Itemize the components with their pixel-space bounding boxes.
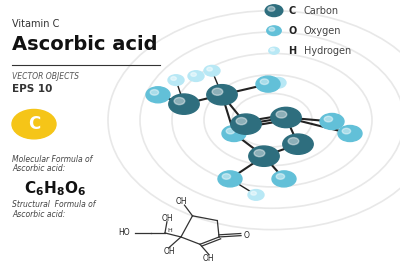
Text: EPS 10: EPS 10 bbox=[12, 84, 52, 94]
Circle shape bbox=[251, 191, 256, 195]
Circle shape bbox=[254, 150, 265, 157]
Circle shape bbox=[248, 190, 264, 200]
Circle shape bbox=[207, 67, 212, 71]
Circle shape bbox=[256, 76, 280, 92]
Text: OH: OH bbox=[176, 197, 187, 206]
Circle shape bbox=[338, 125, 362, 142]
Circle shape bbox=[150, 90, 159, 95]
Circle shape bbox=[342, 128, 350, 134]
Text: H: H bbox=[288, 46, 296, 56]
Circle shape bbox=[222, 174, 230, 179]
Circle shape bbox=[271, 107, 301, 128]
Text: Hydrogen: Hydrogen bbox=[304, 46, 351, 56]
Text: Oxygen: Oxygen bbox=[304, 26, 342, 36]
Circle shape bbox=[231, 114, 261, 134]
Circle shape bbox=[276, 174, 284, 179]
Text: C: C bbox=[28, 115, 40, 133]
Circle shape bbox=[272, 171, 296, 187]
Circle shape bbox=[212, 88, 223, 95]
Circle shape bbox=[12, 109, 56, 139]
Circle shape bbox=[269, 47, 279, 54]
Circle shape bbox=[270, 48, 274, 51]
Text: VECTOR OBJECTS: VECTOR OBJECTS bbox=[12, 72, 79, 81]
Circle shape bbox=[222, 125, 246, 142]
Text: Ascorbic acid: Ascorbic acid bbox=[12, 35, 158, 54]
Text: HO: HO bbox=[118, 229, 130, 237]
Text: Carbon: Carbon bbox=[304, 6, 339, 16]
Circle shape bbox=[171, 77, 176, 80]
Circle shape bbox=[267, 26, 281, 36]
Circle shape bbox=[288, 138, 299, 145]
Text: O: O bbox=[288, 26, 296, 36]
Circle shape bbox=[320, 113, 344, 129]
Circle shape bbox=[270, 77, 286, 88]
Text: $\mathregular{C_6H_8O_6}$: $\mathregular{C_6H_8O_6}$ bbox=[24, 179, 86, 198]
Circle shape bbox=[265, 5, 283, 17]
Text: H: H bbox=[167, 228, 172, 233]
Circle shape bbox=[249, 146, 279, 166]
Circle shape bbox=[236, 117, 247, 125]
Circle shape bbox=[218, 171, 242, 187]
Circle shape bbox=[226, 128, 234, 134]
Circle shape bbox=[283, 134, 313, 154]
Circle shape bbox=[169, 94, 199, 114]
Circle shape bbox=[324, 116, 332, 122]
Text: OH: OH bbox=[161, 214, 173, 223]
Text: Vitamin C: Vitamin C bbox=[12, 19, 59, 29]
Circle shape bbox=[204, 65, 220, 76]
Text: OH: OH bbox=[203, 254, 215, 263]
Text: Molecular Formula of: Molecular Formula of bbox=[12, 155, 92, 164]
Circle shape bbox=[273, 79, 278, 83]
Circle shape bbox=[191, 73, 196, 76]
Circle shape bbox=[174, 97, 185, 105]
Text: OH: OH bbox=[163, 247, 175, 256]
Text: C: C bbox=[288, 6, 295, 16]
Circle shape bbox=[276, 111, 287, 118]
Circle shape bbox=[168, 75, 184, 85]
Text: Ascorbic acid:: Ascorbic acid: bbox=[12, 210, 65, 219]
Circle shape bbox=[269, 27, 275, 31]
Text: O: O bbox=[244, 231, 250, 240]
Circle shape bbox=[260, 79, 269, 84]
Circle shape bbox=[207, 85, 237, 105]
Circle shape bbox=[146, 87, 170, 103]
Circle shape bbox=[188, 71, 204, 81]
Text: Structural  Formula of: Structural Formula of bbox=[12, 200, 95, 209]
Circle shape bbox=[268, 7, 275, 11]
Text: Ascorbic acid:: Ascorbic acid: bbox=[12, 164, 65, 173]
